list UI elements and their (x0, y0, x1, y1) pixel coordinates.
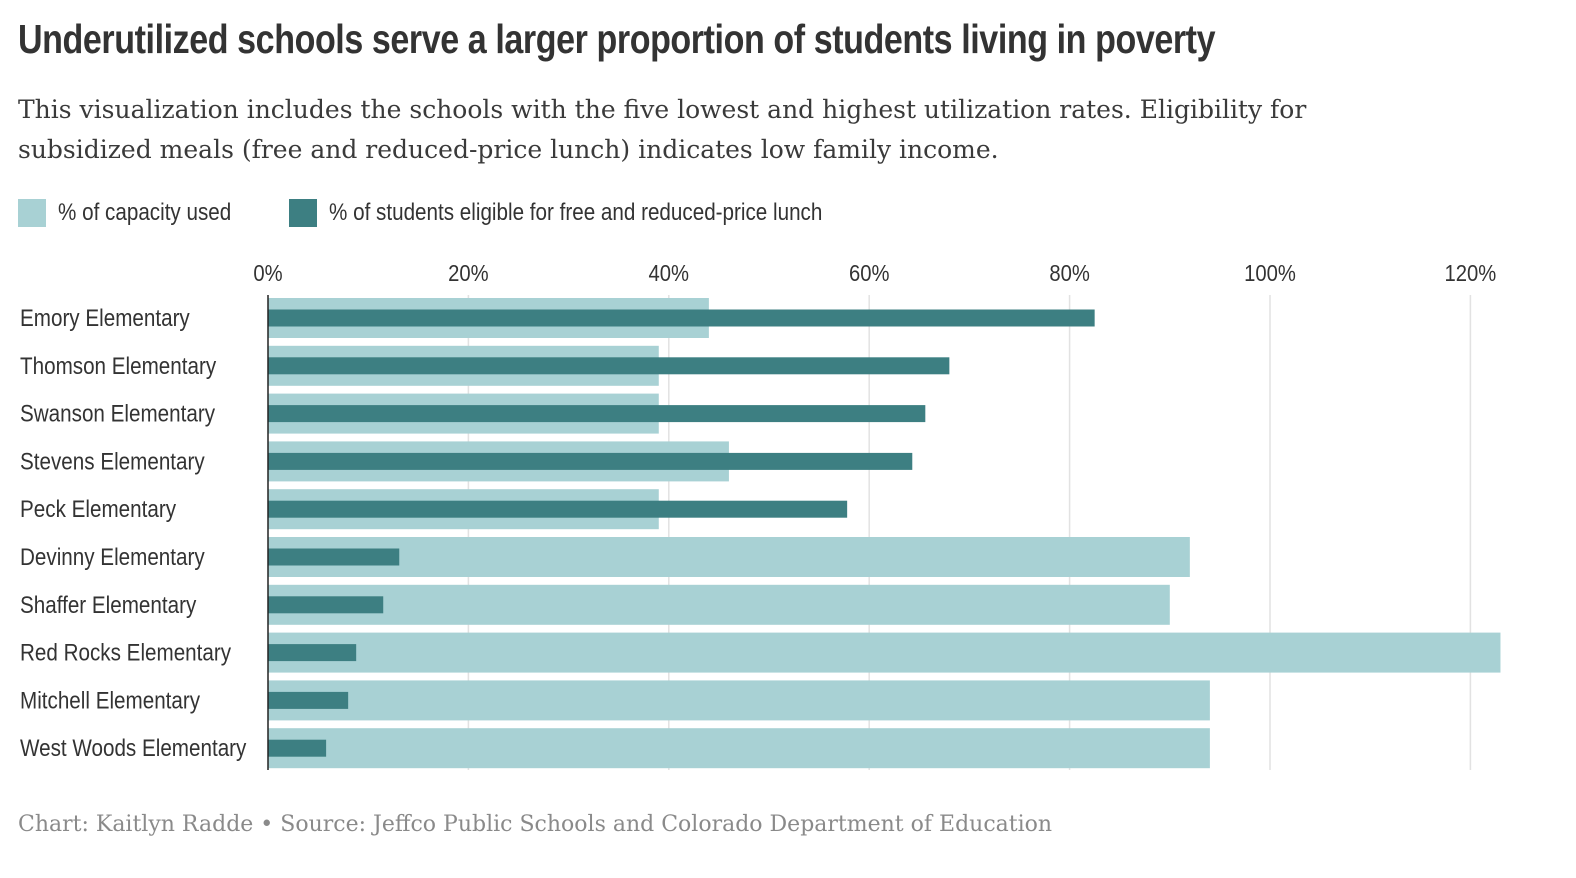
legend-label-capacity: % of capacity used (58, 199, 232, 226)
x-tick-label: 40% (649, 260, 690, 286)
chart-legend: % of capacity used % of students eligibl… (18, 197, 933, 229)
bar-chart: 0% 20% 40% 60% 80% 100% 120% Emory Elementary T… (20, 260, 1501, 770)
legend-item-lunch: % of students eligible for free and redu… (289, 199, 903, 227)
lunch-eligibility-bar (268, 548, 400, 566)
chart-source-credit: Chart: Kaitlyn Radde • Source: Jeffco Pu… (18, 812, 1053, 837)
x-tick-label: 100% (1244, 260, 1296, 286)
capacity-bar (268, 728, 1210, 769)
x-tick-label: 0% (253, 260, 282, 286)
lunch-eligibility-bar (268, 405, 926, 423)
school-label: Thomson Elementary (20, 353, 216, 380)
school-label: Stevens Elementary (20, 448, 205, 475)
lunch-eligibility-bar (268, 644, 357, 662)
capacity-bar (268, 537, 1190, 577)
school-label: West Woods Elementary (20, 735, 246, 762)
lunch-eligibility-bar (268, 357, 950, 375)
school-label: Peck Elementary (20, 496, 176, 523)
capacity-bar (268, 632, 1501, 673)
school-label: Red Rocks Elementary (20, 640, 231, 667)
school-label: Swanson Elementary (20, 401, 215, 428)
lunch-eligibility-bar (268, 500, 848, 518)
lunch-eligibility-bar (268, 691, 349, 709)
legend-swatch-capacity (18, 199, 46, 227)
lunch-eligibility-bar (268, 452, 913, 470)
chart-subtitle: This visualization includes the schools … (18, 95, 1307, 164)
school-label: Mitchell Elementary (20, 687, 200, 714)
lunch-eligibility-bar (268, 739, 327, 757)
school-label: Devinny Elementary (20, 544, 205, 571)
legend-item-capacity: % of capacity used (18, 199, 259, 227)
x-axis-ticks: 0% 20% 40% 60% 80% 100% 120% (253, 260, 1496, 286)
school-label: Shaffer Elementary (20, 592, 196, 619)
x-tick-label: 80% (1049, 260, 1090, 286)
lunch-eligibility-bar (268, 596, 384, 614)
x-tick-label: 60% (849, 260, 890, 286)
bars (268, 298, 1501, 769)
lunch-eligibility-bar (268, 309, 1095, 327)
legend-swatch-lunch (289, 199, 318, 227)
legend-label-lunch: % of students eligible for free and redu… (329, 199, 823, 226)
capacity-bar (268, 680, 1210, 721)
row-labels: Emory Elementary Thomson Elementary Swanso… (20, 305, 246, 762)
x-tick-label: 120% (1445, 260, 1497, 286)
chart-title: Underutilized schools serve a larger pro… (18, 16, 1216, 62)
school-label: Emory Elementary (20, 305, 190, 332)
capacity-bar (268, 584, 1170, 625)
x-tick-label: 20% (448, 260, 489, 286)
